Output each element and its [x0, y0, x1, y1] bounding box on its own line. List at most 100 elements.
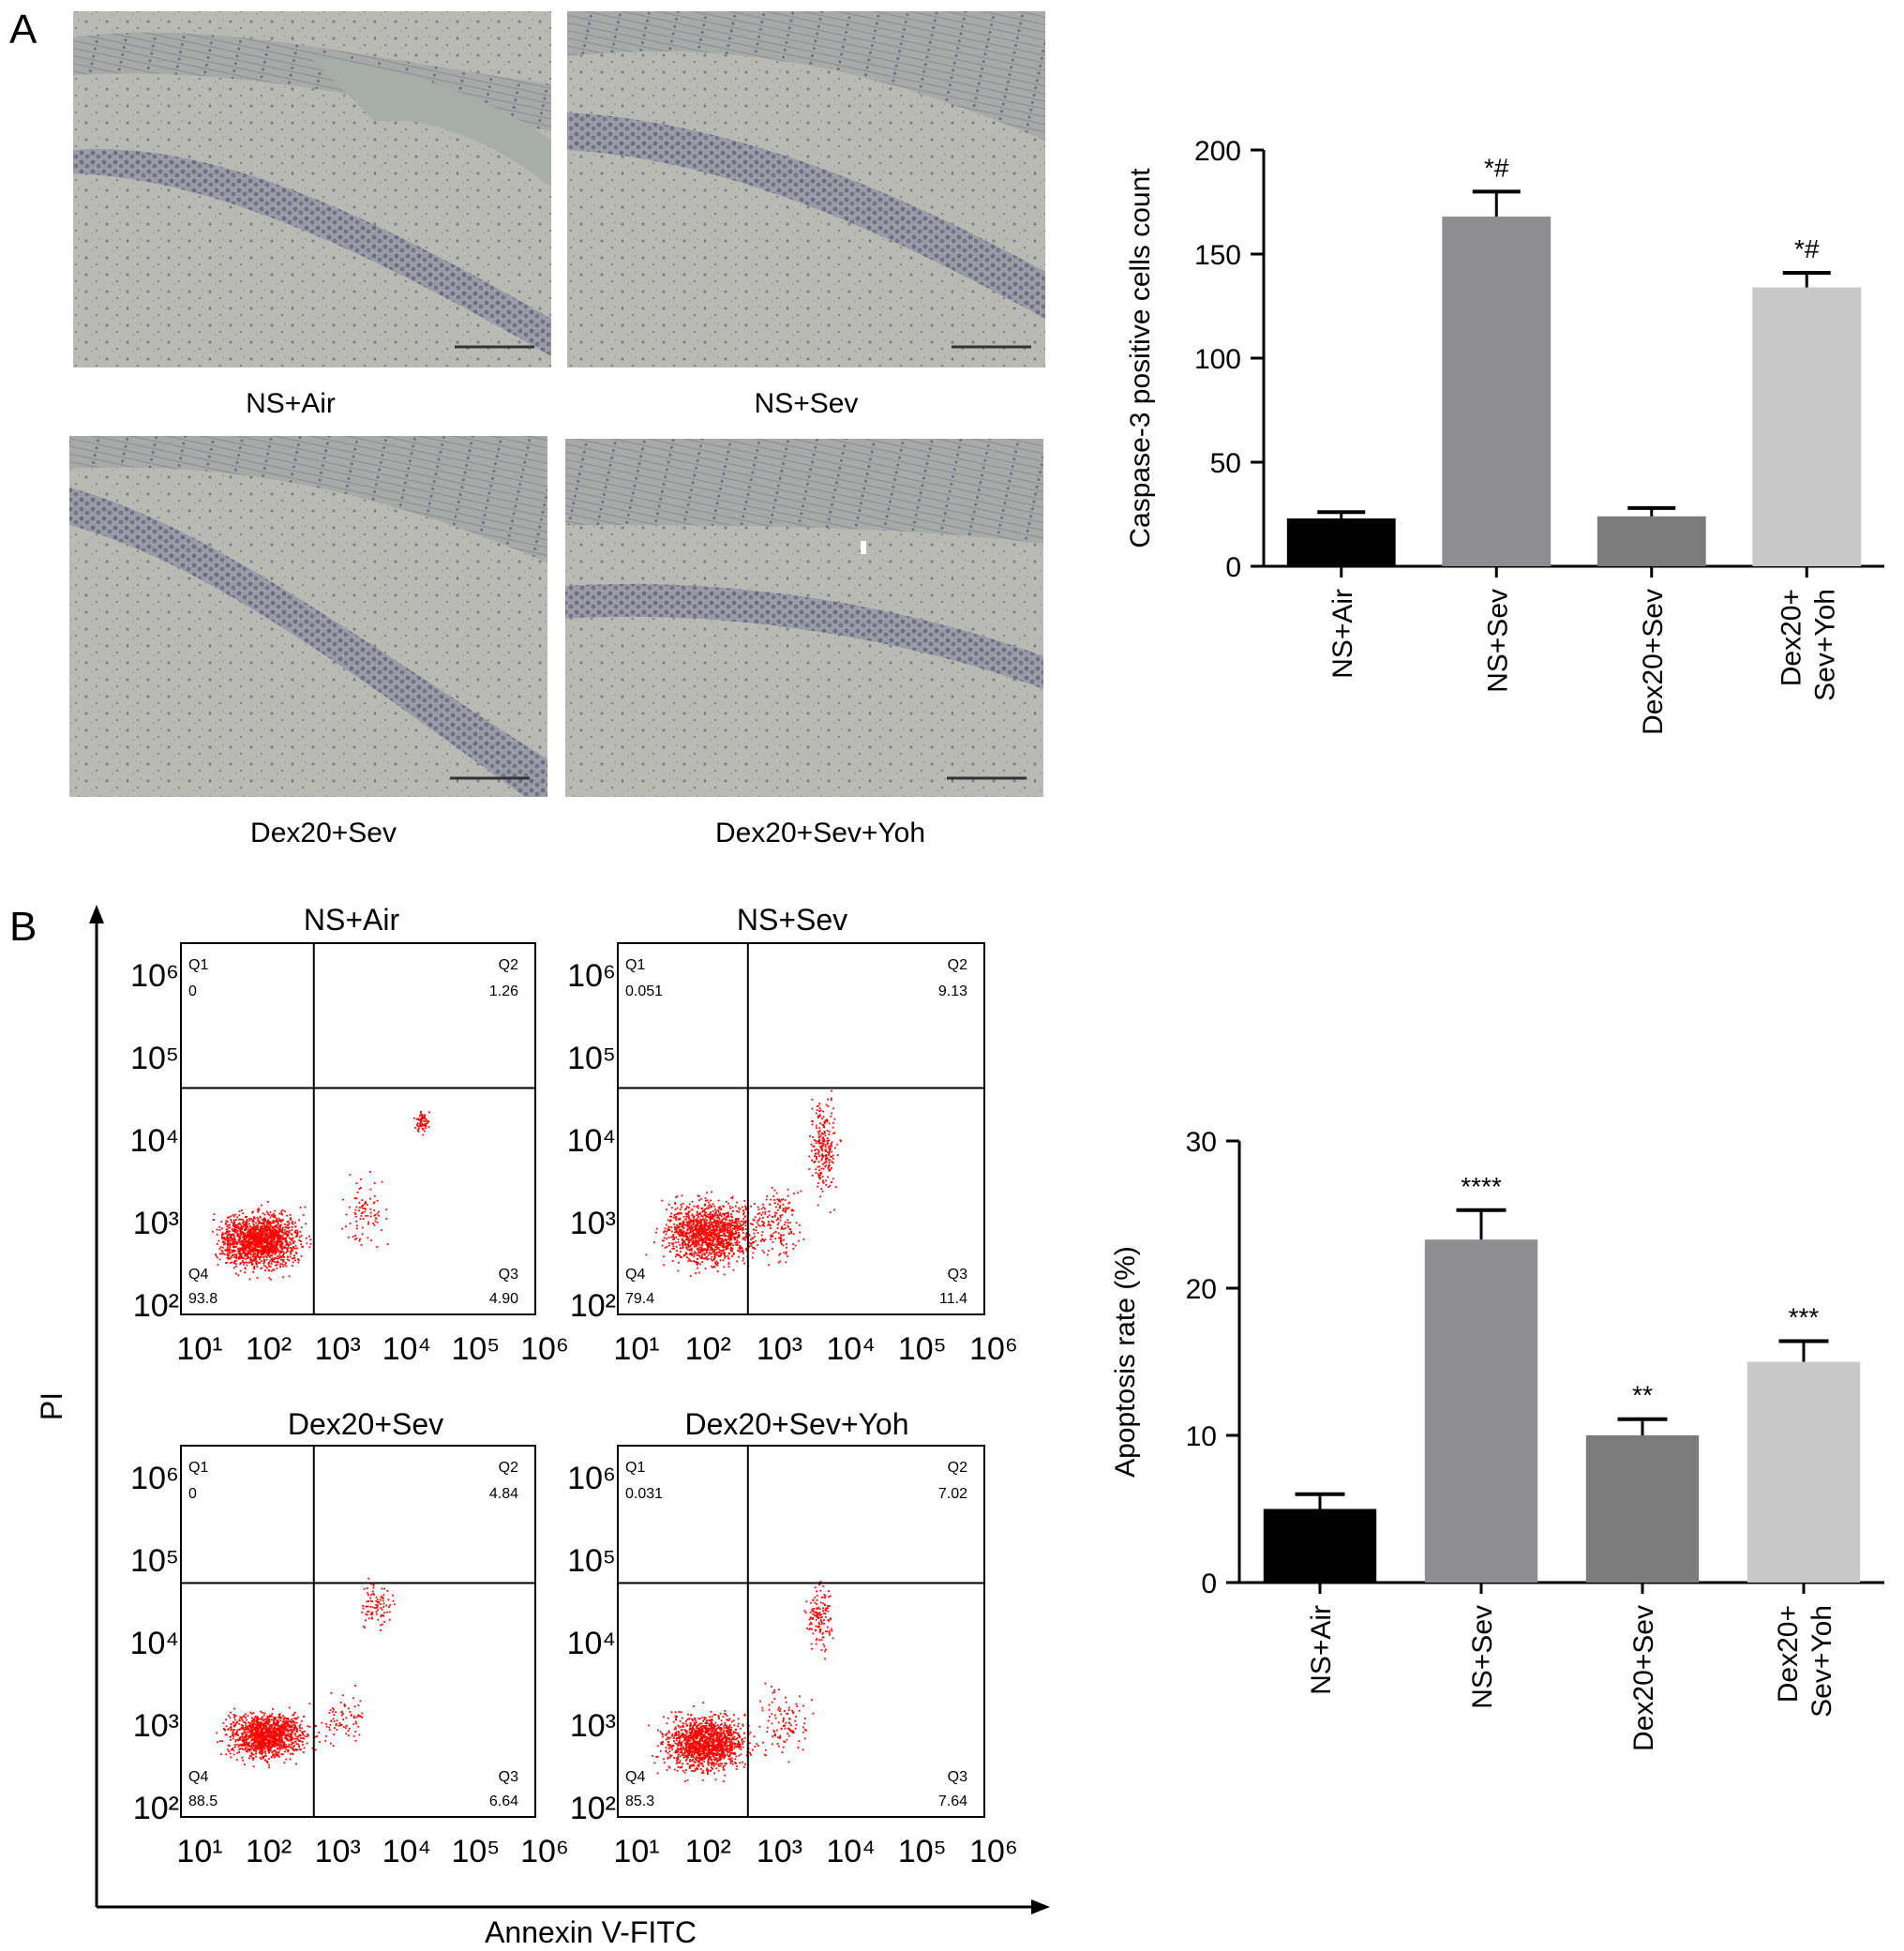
event-dot — [817, 1165, 819, 1168]
event-dot — [300, 1727, 303, 1730]
event-dot — [270, 1732, 273, 1734]
event-dot — [274, 1235, 276, 1238]
event-dot — [268, 1740, 271, 1743]
event-dot — [258, 1718, 261, 1720]
event-dot — [277, 1249, 279, 1252]
event-dot — [701, 1253, 704, 1255]
event-dot — [682, 1241, 685, 1243]
event-dot — [308, 1246, 311, 1249]
event-dot — [687, 1222, 690, 1223]
event-dot — [231, 1238, 233, 1241]
event-dot — [262, 1262, 265, 1265]
event-dot — [716, 1213, 719, 1216]
event-dot — [285, 1262, 287, 1264]
event-dot — [230, 1235, 232, 1238]
event-dot — [247, 1236, 250, 1238]
event-dot — [735, 1231, 738, 1234]
event-dot — [235, 1759, 238, 1762]
event-dot — [816, 1158, 817, 1161]
event-dot — [246, 1216, 247, 1219]
event-dot — [291, 1239, 293, 1242]
event-dot — [716, 1232, 719, 1235]
event-dot — [417, 1118, 419, 1121]
event-dot — [253, 1252, 256, 1254]
event-dot — [254, 1247, 257, 1249]
event-dot — [257, 1237, 260, 1238]
event-dot — [779, 1205, 782, 1207]
event-dot — [286, 1250, 289, 1253]
event-dot — [226, 1249, 229, 1252]
event-dot — [362, 1204, 365, 1207]
event-dot — [726, 1231, 728, 1234]
event-dot — [271, 1257, 274, 1260]
event-dot — [272, 1268, 275, 1271]
event-dot — [268, 1763, 270, 1766]
event-dot — [693, 1205, 696, 1208]
event-dot — [716, 1228, 719, 1231]
event-dot — [817, 1104, 820, 1107]
event-dot — [719, 1237, 722, 1239]
event-dot — [685, 1238, 687, 1240]
event-dot — [221, 1232, 224, 1235]
flow-x-tick-label: 10⁶ — [969, 1331, 1018, 1367]
event-dot — [253, 1235, 256, 1238]
event-dot — [231, 1261, 233, 1264]
event-dot — [713, 1244, 716, 1246]
event-dot — [281, 1248, 284, 1251]
event-dot — [261, 1232, 262, 1235]
event-dot — [266, 1210, 268, 1213]
event-dot — [787, 1219, 789, 1222]
event-dot — [418, 1115, 421, 1118]
event-dot — [698, 1221, 700, 1223]
event-dot — [307, 1725, 309, 1728]
event-dot — [271, 1754, 274, 1756]
event-dot — [250, 1226, 253, 1229]
event-dot — [232, 1261, 235, 1264]
event-dot — [277, 1238, 280, 1239]
event-dot — [341, 1227, 344, 1230]
event-dot — [249, 1725, 252, 1728]
event-dot — [743, 1237, 746, 1239]
event-dot — [242, 1239, 245, 1241]
event-dot — [212, 1230, 214, 1233]
event-dot — [725, 1235, 727, 1238]
event-dot — [264, 1729, 267, 1732]
event-dot — [721, 1244, 724, 1247]
event-dot — [235, 1257, 237, 1259]
event-dot — [291, 1222, 293, 1224]
event-dot — [244, 1248, 247, 1251]
event-dot — [243, 1738, 246, 1741]
event-dot — [371, 1606, 374, 1609]
flow-plot-frame — [180, 1445, 536, 1818]
event-dot — [787, 1255, 789, 1257]
event-dot — [816, 1127, 817, 1130]
event-dot — [287, 1722, 289, 1725]
event-dot — [244, 1223, 247, 1226]
event-dot — [691, 1253, 694, 1254]
event-dot — [268, 1222, 271, 1223]
event-dot — [774, 1230, 777, 1233]
event-dot — [266, 1722, 269, 1725]
event-dot — [773, 1215, 776, 1218]
event-dot — [278, 1253, 281, 1256]
event-dot — [239, 1736, 242, 1739]
event-dot — [691, 1208, 693, 1211]
event-dot — [731, 1195, 734, 1198]
event-dot — [296, 1231, 299, 1234]
event-dot — [798, 1223, 801, 1226]
event-dot — [710, 1242, 712, 1245]
event-dot — [232, 1241, 233, 1243]
q1-value: 0 — [188, 983, 197, 999]
event-dot — [680, 1235, 682, 1237]
event-dot — [230, 1233, 232, 1236]
event-dot — [279, 1240, 282, 1242]
event-dot — [708, 1204, 711, 1206]
event-dot — [725, 1212, 727, 1215]
event-dot — [744, 1222, 747, 1224]
event-dot — [679, 1217, 682, 1220]
event-dot — [245, 1736, 247, 1738]
event-dot — [698, 1238, 701, 1240]
event-dot — [263, 1733, 266, 1735]
event-dot — [271, 1260, 273, 1263]
event-dot — [269, 1735, 272, 1738]
